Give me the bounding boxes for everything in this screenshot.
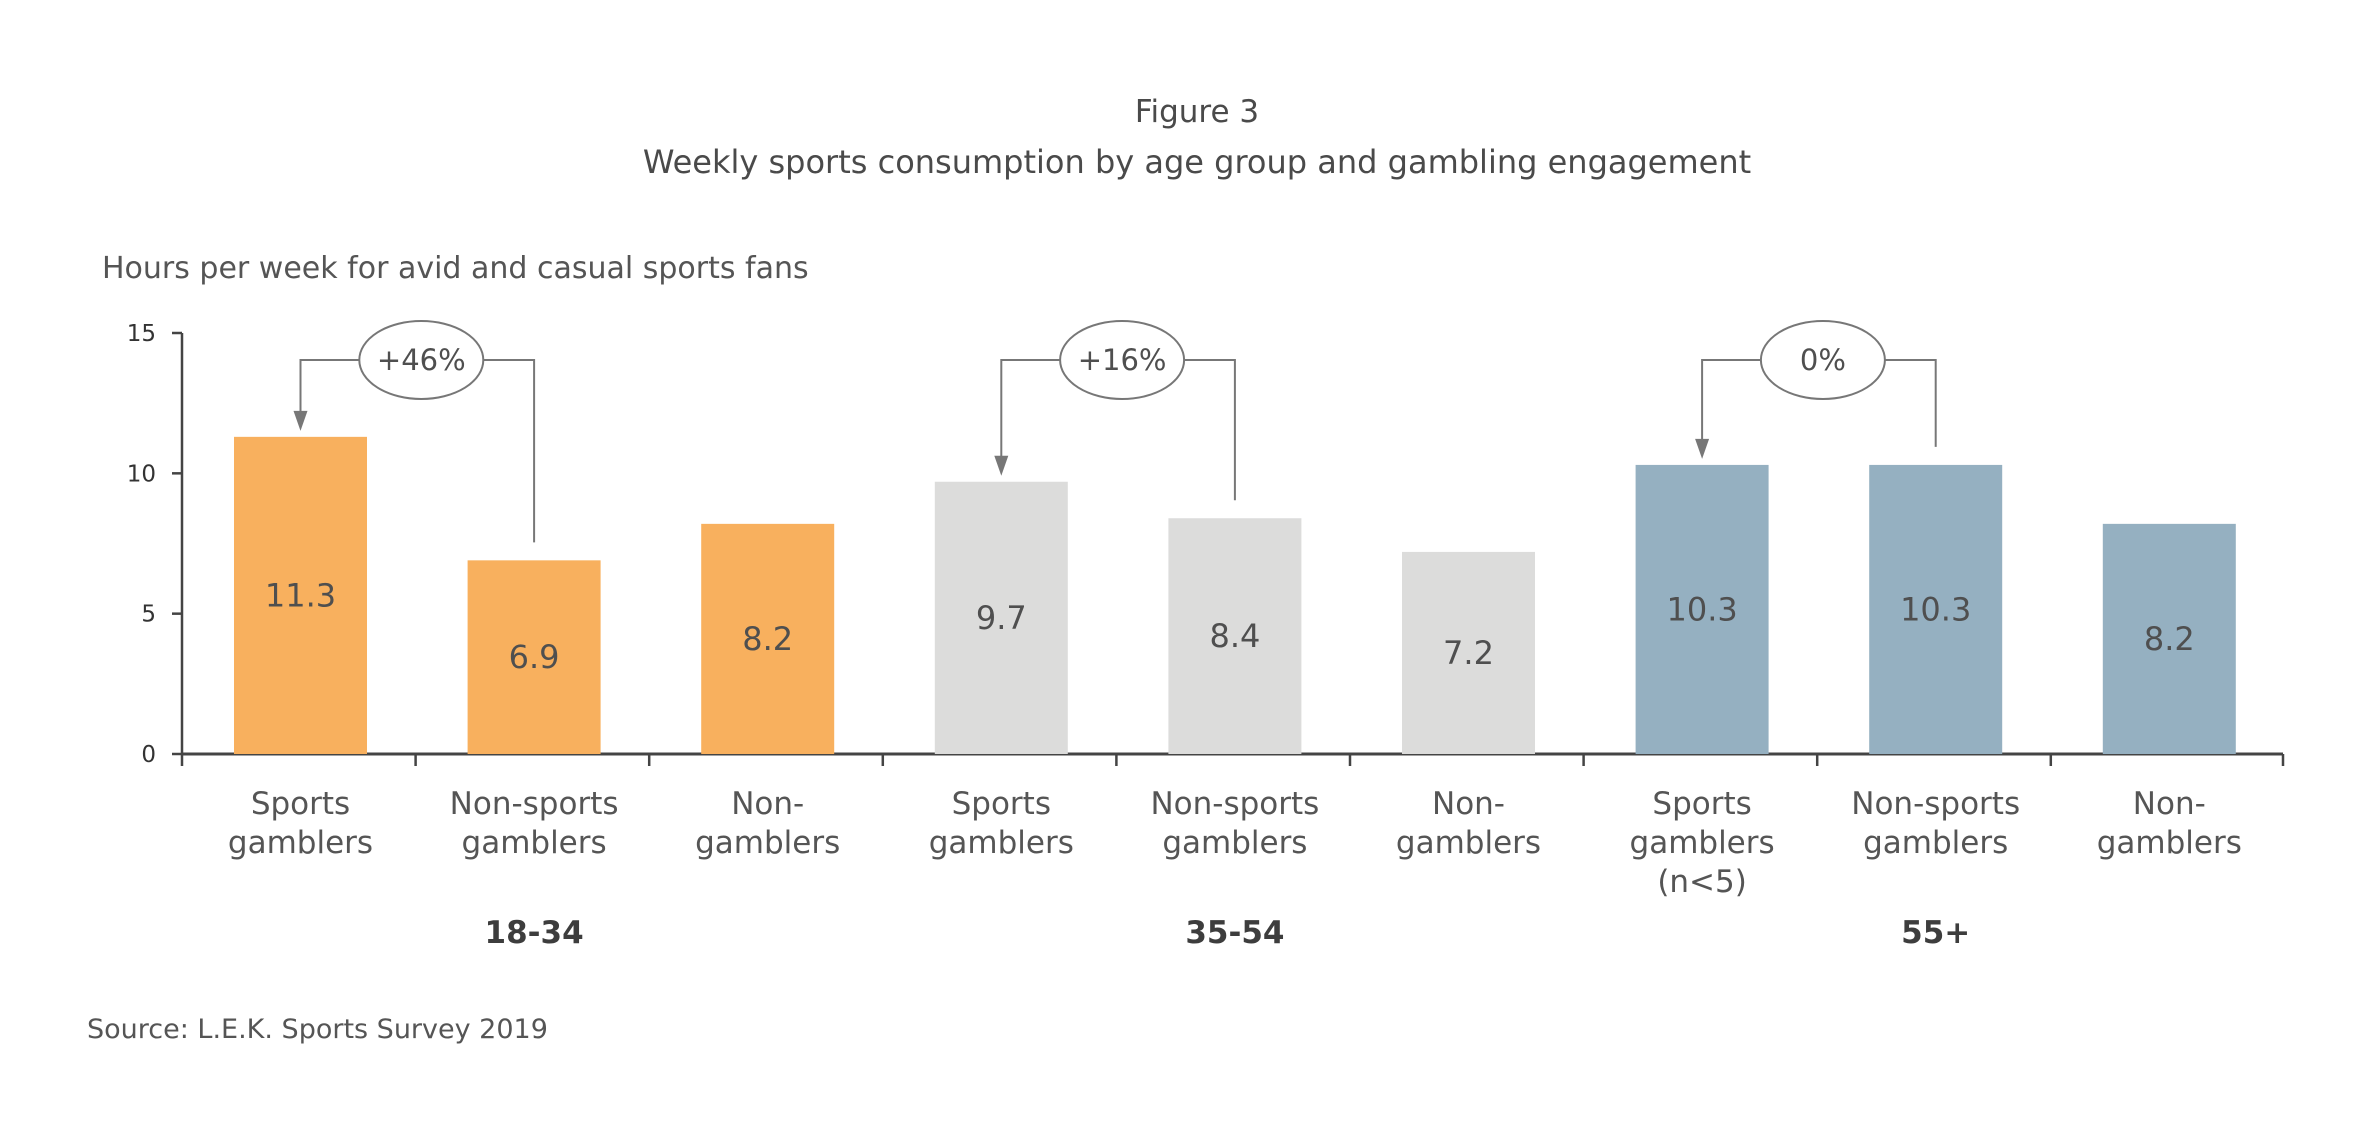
annotation-label: 0%	[1800, 343, 1846, 377]
plot-area: 05101511.3Sportsgamblers6.9Non-sportsgam…	[127, 320, 2285, 951]
arrow-head-icon	[293, 410, 308, 431]
arrow-head-icon	[994, 455, 1009, 476]
category-label: gamblers	[462, 825, 607, 861]
category-label: Sports	[952, 786, 1051, 822]
bar-value-label: 10.3	[1666, 590, 1737, 628]
annotation-connector	[1701, 359, 1761, 443]
category-label: gamblers	[1162, 825, 1307, 861]
y-tick-label: 0	[141, 742, 156, 768]
bar-value-label: 9.7	[976, 599, 1027, 637]
bar-value-label: 6.9	[509, 638, 560, 676]
category-label: Non-sports	[1150, 786, 1319, 822]
figure-label: Figure 3	[1135, 94, 1259, 130]
annotation-bubble	[358, 320, 485, 400]
annotation-connector	[1000, 359, 1061, 460]
source-note: Source: L.E.K. Sports Survey 2019	[87, 1014, 548, 1045]
bar	[1402, 551, 1535, 754]
bar	[467, 560, 601, 754]
category-label: Non-sports	[1851, 786, 2020, 822]
chart-subtitle: Hours per week for avid and casual sport…	[102, 251, 809, 286]
bar	[234, 436, 367, 754]
bar	[1168, 518, 1302, 754]
bar-value-label: 7.2	[1443, 634, 1494, 672]
bar-value-label: 8.2	[742, 620, 793, 658]
y-tick-label: 10	[127, 461, 156, 487]
bar	[701, 523, 835, 754]
y-tick-label: 15	[127, 321, 156, 347]
category-label: Non-	[731, 786, 804, 822]
category-label: gamblers	[1863, 825, 2008, 861]
group-label: 18-34	[485, 915, 584, 951]
annotation-label: +16%	[1078, 343, 1167, 377]
annotation-connector	[1184, 359, 1236, 501]
annotation-connector	[1884, 359, 1937, 447]
category-label: gamblers	[695, 825, 840, 861]
bar	[934, 481, 1068, 754]
group-label: 35-54	[1185, 915, 1284, 951]
category-label: gamblers	[929, 825, 1074, 861]
bar-value-label: 10.3	[1900, 590, 1971, 628]
bar-value-label: 11.3	[265, 576, 336, 614]
bar	[1869, 464, 2003, 754]
y-tick-label: 5	[141, 602, 156, 628]
category-label: gamblers	[2097, 825, 2242, 861]
category-label: Sports	[1652, 786, 1751, 822]
category-label: gamblers	[1630, 825, 1775, 861]
category-label: (n<5)	[1657, 864, 1747, 900]
category-label: gamblers	[1396, 825, 1541, 861]
bar	[1635, 464, 1769, 754]
bar-value-label: 8.2	[2144, 620, 2195, 658]
category-label: gamblers	[228, 825, 373, 861]
bar	[2102, 523, 2236, 754]
category-label: Non-	[2133, 786, 2206, 822]
category-label: Non-	[1432, 786, 1505, 822]
annotation-connector	[299, 359, 360, 415]
arrow-head-icon	[1695, 438, 1710, 459]
annotation-label: +46%	[377, 343, 466, 377]
category-label: Sports	[251, 786, 350, 822]
bar-value-label: 8.4	[1209, 617, 1260, 655]
annotation-connector	[483, 359, 536, 543]
group-label: 55+	[1901, 915, 1970, 951]
category-label: Non-sports	[450, 786, 619, 822]
annotation-bubble	[1759, 320, 1886, 400]
chart-title: Weekly sports consumption by age group a…	[643, 143, 1751, 181]
annotation-bubble	[1059, 320, 1186, 400]
